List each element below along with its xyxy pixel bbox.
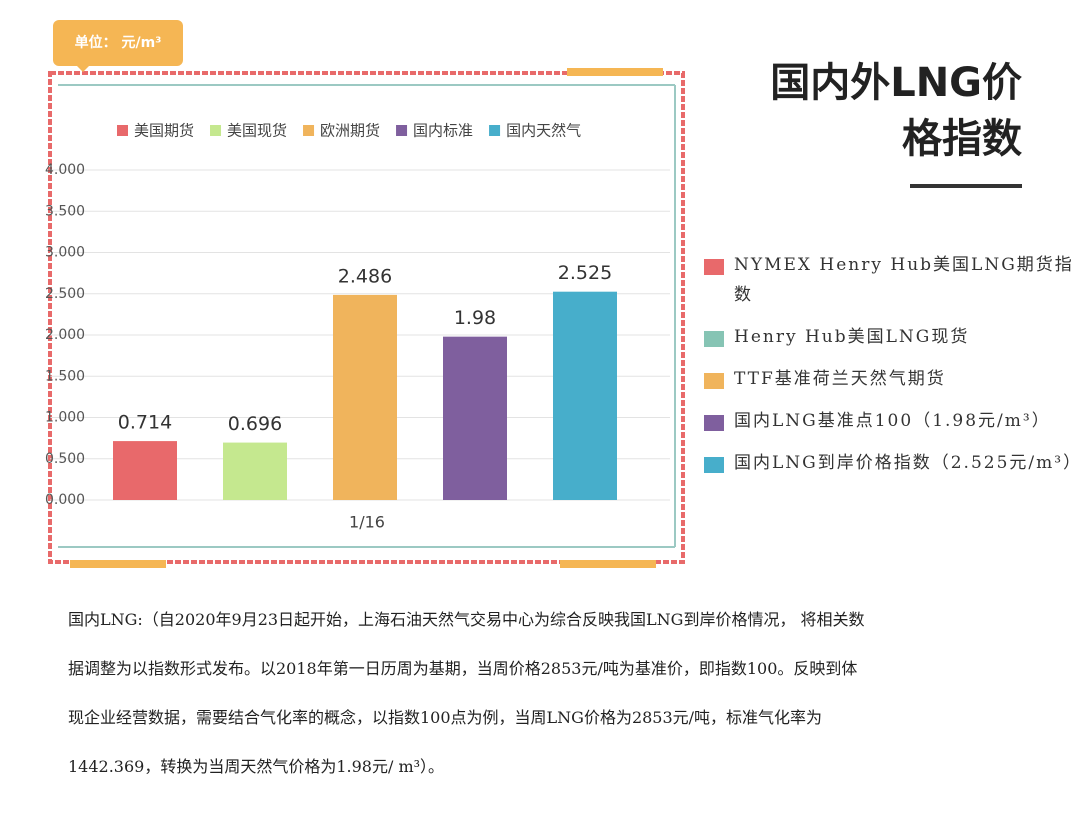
- note-text: TTF基准荷兰天然气期货: [734, 369, 946, 389]
- paragraph-line: 据调整为以指数形式发布。以2018年第一日历周为基期，当周价格2853元/吨为基…: [68, 659, 858, 678]
- bar: [113, 441, 177, 500]
- frame-tab: [567, 68, 663, 76]
- note-swatch: [704, 373, 724, 389]
- note-swatch: [704, 331, 724, 347]
- value-label: 2.486: [338, 265, 392, 287]
- note-text: 国内LNG到岸价格指数（2.525元/m³）: [734, 453, 1080, 473]
- y-tick-label: 0.000: [45, 492, 85, 508]
- y-tick-label: 2.500: [45, 286, 85, 302]
- note: 国内LNG基准点100（1.98元/m³）: [700, 406, 1075, 436]
- value-label: 0.714: [118, 412, 172, 434]
- note-text: 国内LNG基准点100（1.98元/m³）: [734, 411, 1051, 431]
- heading: 国内外LNG价 格指数: [770, 55, 1022, 167]
- legend-swatch: [210, 125, 222, 136]
- note: NYMEX Henry Hub美国LNG期货指数: [700, 250, 1075, 310]
- value-label: 2.525: [558, 262, 612, 284]
- frame-tab: [70, 560, 166, 568]
- bar: [553, 291, 617, 500]
- bar: [223, 442, 287, 500]
- y-tick-label: 3.500: [45, 203, 85, 219]
- note-text: Henry Hub美国LNG现货: [734, 327, 970, 347]
- legend-swatch: [303, 125, 315, 136]
- y-tick-label: 4.000: [45, 162, 85, 178]
- paragraph-line: 国内LNG:（自2020年9月23日起开始，上海石油天然气交易中心为综合反映我国…: [68, 610, 865, 629]
- paragraph-line: 1442.369，转换为当周天然气价格为1.98元/ m³）。: [68, 757, 445, 776]
- frame: [48, 71, 685, 564]
- note: 国内LNG到岸价格指数（2.525元/m³）: [700, 448, 1080, 478]
- note: Henry Hub美国LNG现货: [700, 322, 1075, 352]
- note-swatch: [704, 415, 724, 431]
- legend-label: 国内标准: [413, 122, 473, 140]
- legend-label: 美国期货: [134, 122, 194, 140]
- legend-swatch: [489, 125, 501, 136]
- note-swatch: [704, 457, 724, 473]
- bar: [443, 336, 507, 500]
- chart: 0.000 0.500 1.000 1.500 2.000 2.500 3.000 3.500…: [45, 68, 685, 568]
- paragraph: 国内LNG:（自2020年9月23日起开始，上海石油天然气交易中心为综合反映我国…: [68, 603, 1058, 799]
- heading-rule: [910, 184, 1022, 188]
- unit-badge: 单位： 元/m³: [53, 20, 183, 72]
- heading-line: 国内外LNG价: [770, 60, 1022, 106]
- y-tick-label: 1.500: [45, 368, 85, 384]
- legend-label: 欧洲期货: [320, 122, 380, 140]
- heading-line: 格指数: [902, 116, 1022, 162]
- note-text: NYMEX Henry Hub美国LNG期货指数: [734, 255, 1074, 305]
- legend-label: 美国现货: [227, 122, 287, 140]
- notes: NYMEX Henry Hub美国LNG期货指数 Henry Hub美国LNG现货…: [700, 250, 1080, 490]
- legend-swatch: [396, 125, 408, 136]
- y-tick-label: 3.000: [45, 245, 85, 261]
- value-label: 1.98: [454, 307, 496, 329]
- x-tick-label: 1/16: [349, 513, 385, 532]
- y-tick-label: 1.000: [45, 410, 85, 426]
- frame-tab: [560, 560, 656, 568]
- y-tick-label: 2.000: [45, 327, 85, 343]
- legend-label: 国内天然气: [506, 122, 581, 140]
- value-label: 0.696: [228, 413, 282, 435]
- note-swatch: [704, 259, 724, 275]
- legend-swatch: [117, 125, 128, 136]
- bar: [333, 294, 397, 500]
- y-tick-label: 0.500: [45, 451, 85, 467]
- paragraph-line: 现企业经营数据，需要结合气化率的概念，以指数100点为例，当周LNG价格为285…: [68, 708, 823, 727]
- note: TTF基准荷兰天然气期货: [700, 364, 1075, 394]
